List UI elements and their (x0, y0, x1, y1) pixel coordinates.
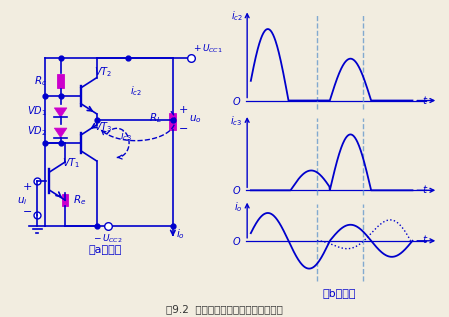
Text: $O$: $O$ (233, 235, 242, 247)
FancyBboxPatch shape (62, 194, 69, 206)
Text: $R_c$: $R_c$ (34, 74, 47, 88)
Text: $VT_3$: $VT_3$ (94, 120, 113, 134)
Text: $t$: $t$ (422, 94, 428, 106)
Text: $VD_1$: $VD_1$ (27, 104, 47, 118)
Text: $i_{c3}$: $i_{c3}$ (120, 130, 132, 143)
Text: $i_{c2}$: $i_{c2}$ (130, 85, 142, 99)
FancyBboxPatch shape (169, 113, 176, 130)
Text: $i_{c3}$: $i_{c3}$ (230, 114, 242, 128)
Text: 图9.2  互补对称式甲乙类功率放大电路: 图9.2 互补对称式甲乙类功率放大电路 (166, 304, 283, 314)
Text: $i_{c2}$: $i_{c2}$ (230, 10, 242, 23)
Text: $R_L$: $R_L$ (149, 112, 162, 126)
Text: $VT_2$: $VT_2$ (94, 65, 112, 79)
Text: $R_e$: $R_e$ (73, 193, 86, 207)
Text: $t$: $t$ (422, 183, 428, 195)
Text: （a）电路: （a）电路 (89, 245, 122, 255)
Text: $+$: $+$ (22, 181, 33, 192)
Text: $t$: $t$ (422, 233, 428, 245)
Polygon shape (54, 108, 67, 117)
Text: $VD_2$: $VD_2$ (27, 124, 47, 138)
Text: $VT_1$: $VT_1$ (62, 157, 80, 170)
Text: $+\,U_{CC1}$: $+\,U_{CC1}$ (193, 43, 223, 55)
Text: $i_o$: $i_o$ (234, 200, 242, 214)
Text: $i_o$: $i_o$ (176, 227, 185, 241)
Text: $-$: $-$ (22, 204, 33, 215)
Text: （b）波形: （b）波形 (322, 288, 356, 298)
Text: $u_i$: $u_i$ (17, 196, 28, 207)
Text: $-$: $-$ (179, 122, 189, 132)
Text: $O$: $O$ (233, 94, 242, 107)
Text: $u_o$: $u_o$ (189, 113, 201, 126)
Polygon shape (54, 128, 67, 138)
FancyBboxPatch shape (57, 74, 64, 88)
Text: $+$: $+$ (179, 104, 189, 115)
Text: $O$: $O$ (233, 184, 242, 196)
Text: $-\,U_{CC2}$: $-\,U_{CC2}$ (93, 233, 123, 245)
